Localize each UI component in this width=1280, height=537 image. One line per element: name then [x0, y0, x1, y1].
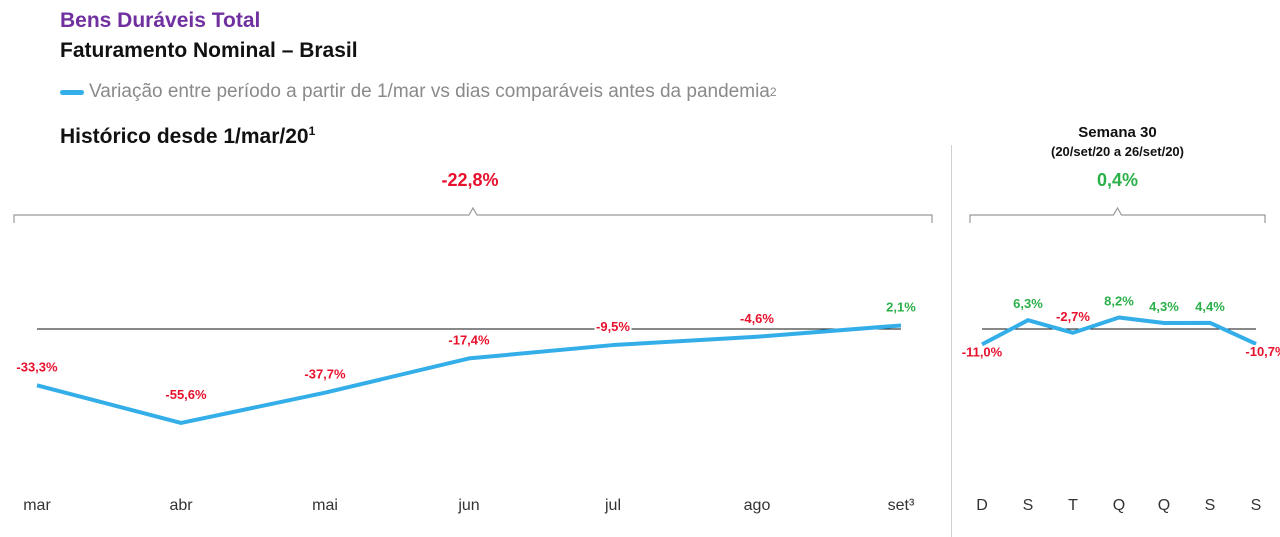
history-data-label: -9,5% [596, 319, 630, 334]
history-data-label: -17,4% [448, 332, 490, 347]
history-data-label: 2,1% [886, 299, 916, 314]
week-data-label: 6,3% [1013, 296, 1043, 311]
history-panel-title: Histórico desde 1/mar/201 [60, 124, 315, 149]
legend-footnote-mark: 2 [769, 85, 777, 99]
history-total-label: -22,8% [441, 170, 499, 190]
history-series-line [36, 323, 902, 425]
history-title-footnote-mark: 1 [308, 124, 316, 138]
week-bracket [969, 206, 1266, 223]
history-x-tick-label: jul [604, 497, 621, 514]
week-series-line [981, 315, 1257, 347]
week-x-tick-label: S [1205, 497, 1216, 514]
week-data-label: -10,7% [1245, 344, 1280, 359]
history-data-label: -33,3% [16, 359, 58, 374]
week-x-tick-label: Q [1158, 497, 1170, 514]
history-x-tick-label: mai [312, 497, 338, 514]
week-data-label: -11,0% [962, 344, 1003, 359]
history-x-tick-label: mar [23, 497, 51, 514]
week-panel-dates: (20/set/20 a 26/set/20) [1051, 144, 1184, 159]
week-x-tick-label: D [976, 497, 988, 514]
week-panel-title: Semana 30 [1078, 124, 1157, 141]
history-title-text: Histórico desde 1/mar/20 [60, 125, 309, 148]
history-x-tick-label: abr [169, 497, 193, 514]
history-data-label: -55,6% [165, 387, 207, 402]
chart-title: Bens Duráveis Total [60, 9, 261, 32]
week-x-tick-label: S [1251, 497, 1262, 514]
week-data-label: 8,2% [1104, 294, 1134, 309]
panel-divider [951, 145, 952, 537]
week-x-tick-label: S [1023, 497, 1034, 514]
chart-subtitle: Faturamento Nominal – Brasil [60, 39, 358, 62]
week-data-label: 4,4% [1195, 299, 1225, 314]
legend-label: Variação entre período a partir de 1/mar… [89, 81, 770, 102]
history-x-tick-label: set³ [888, 497, 915, 514]
history-data-label: -37,7% [304, 367, 346, 382]
legend-line-swatch [60, 89, 84, 95]
week-x-tick-label: T [1068, 497, 1078, 514]
history-x-tick-label: ago [744, 497, 771, 514]
legend: Variação entre período a partir de 1/mar… [60, 81, 777, 103]
week-data-label: 4,3% [1149, 299, 1179, 314]
week-total-label: 0,4% [1096, 170, 1139, 190]
history-x-tick-label: jun [457, 497, 479, 514]
week-data-label: -2,7% [1056, 309, 1090, 324]
history-bracket [13, 206, 933, 223]
history-data-label: -4,6% [740, 311, 774, 326]
week-x-tick-label: Q [1113, 497, 1125, 514]
